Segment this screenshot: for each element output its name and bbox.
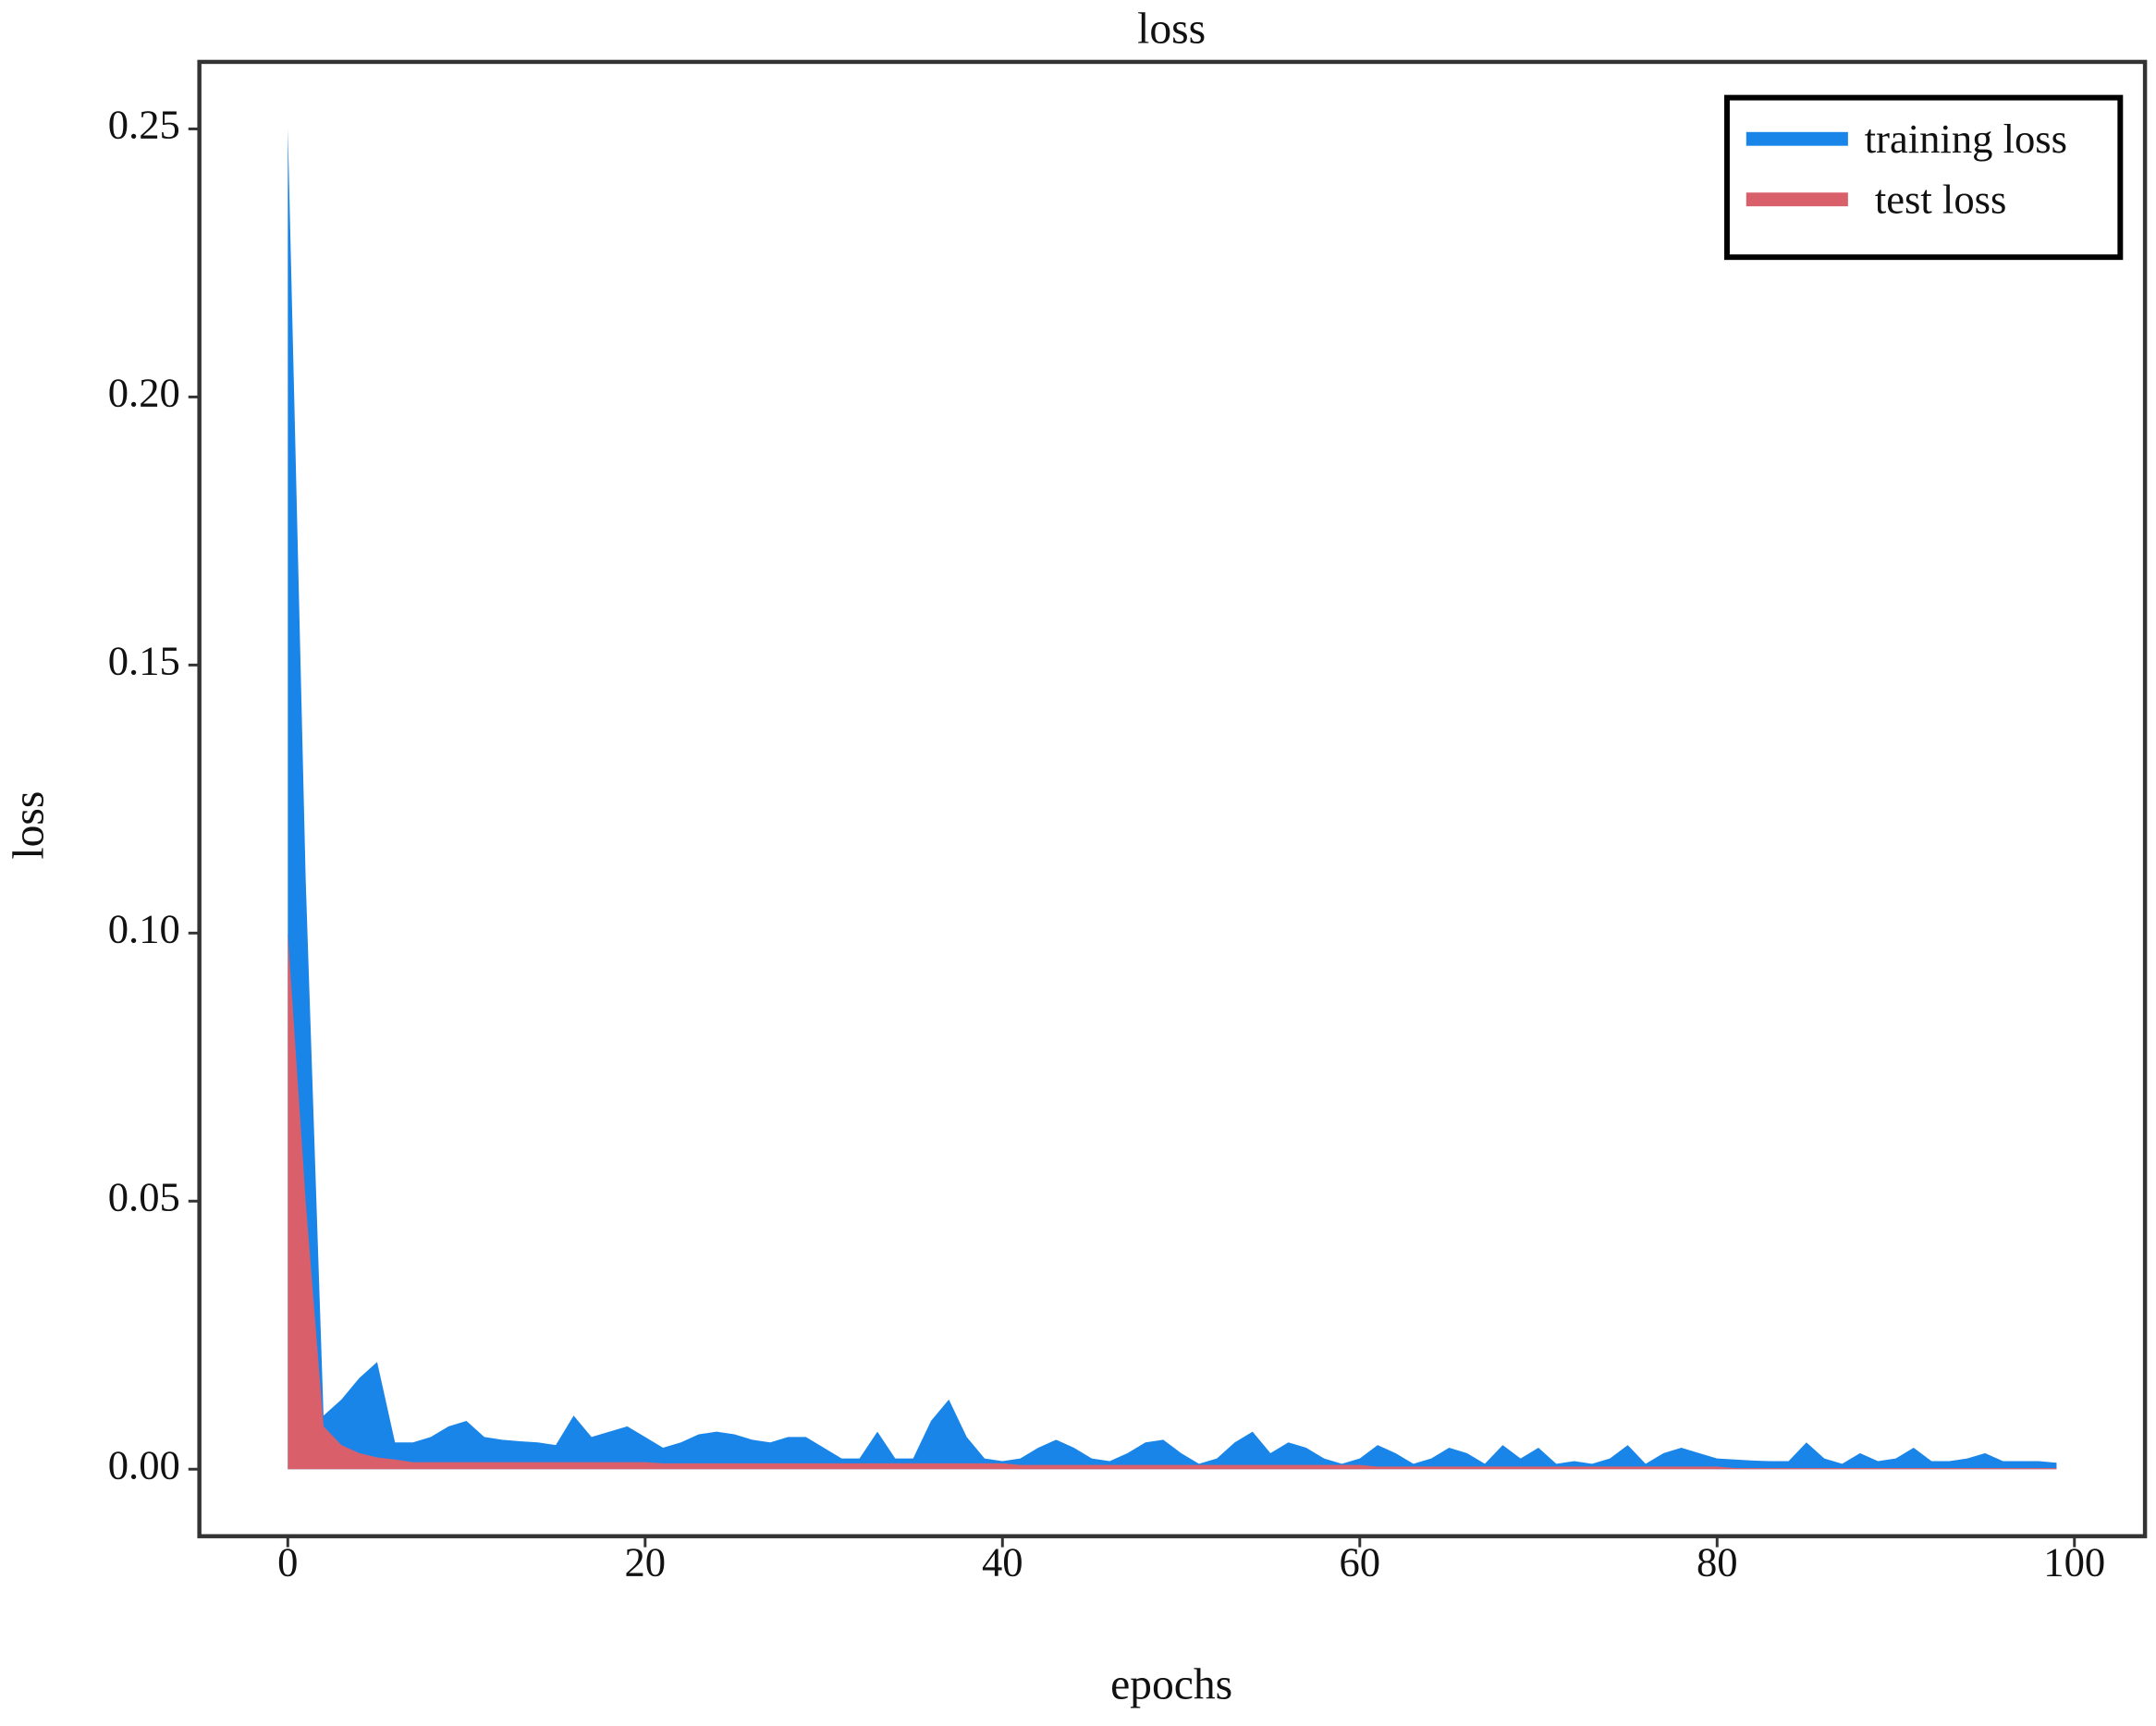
legend-label: training loss: [1865, 116, 2067, 162]
x-tick-label: 80: [1697, 1539, 1738, 1585]
y-tick-label: 0.10: [108, 906, 180, 952]
plot-frame: [197, 59, 2148, 1538]
y-tick-label: 0.25: [108, 102, 180, 148]
y-tick-label: 0.15: [108, 638, 180, 684]
y-tick-label: 0.20: [108, 370, 180, 416]
legend-swatch: [1746, 192, 1848, 207]
x-tick-label: 20: [624, 1539, 666, 1585]
y-tick-label: 0.05: [108, 1173, 180, 1219]
y-tick-label: 0.00: [108, 1441, 180, 1487]
x-axis-label: epochs: [1110, 1661, 1232, 1709]
area: [288, 129, 2057, 1470]
x-tick-label: 60: [1339, 1539, 1380, 1585]
legend-swatch: [1746, 131, 1848, 146]
x-tick-label: 40: [982, 1539, 1023, 1585]
legend-box: [1724, 94, 2124, 261]
x-tick-label: 0: [277, 1539, 298, 1585]
y-axis-label: loss: [6, 791, 54, 860]
chart-title: loss: [1137, 6, 1206, 54]
legend-label: test loss: [1865, 176, 2007, 222]
area: [288, 933, 2057, 1470]
x-tick-label: 100: [2043, 1539, 2105, 1585]
